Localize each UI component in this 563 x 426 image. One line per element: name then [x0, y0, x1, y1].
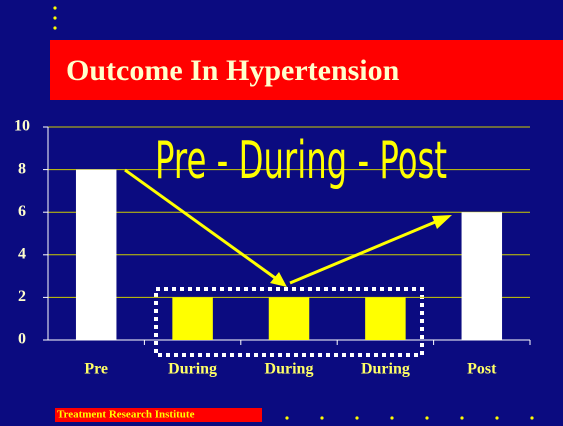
bar	[461, 212, 503, 340]
x-tick-label: During	[168, 361, 217, 378]
y-tick-label: 10	[14, 118, 30, 135]
bar	[268, 297, 310, 340]
x-tick-label: During	[265, 361, 314, 378]
y-tick-label: 4	[18, 245, 26, 262]
annotation: Pre - During - Post	[155, 131, 447, 191]
y-tick-label: 0	[18, 331, 26, 348]
footer: Treatment Research Institute	[57, 409, 195, 421]
x-tick-label: Post	[467, 361, 497, 378]
footer-bar	[55, 408, 262, 422]
bottom-dots	[285, 416, 534, 420]
chart-title: Outcome In Hypertension	[66, 54, 400, 87]
trend-arrows	[124, 168, 452, 287]
x-tick-label: Pre	[84, 361, 108, 378]
bar	[365, 297, 406, 340]
highlight-box	[154, 287, 424, 357]
x-tick-label: During	[361, 361, 410, 378]
title-bar	[50, 40, 563, 100]
y-tick-label: 8	[18, 160, 26, 177]
bar	[172, 297, 213, 340]
y-tick-label: 2	[18, 288, 26, 305]
bar	[75, 169, 117, 340]
y-tick-label: 6	[18, 203, 26, 220]
top-dots	[53, 6, 57, 30]
